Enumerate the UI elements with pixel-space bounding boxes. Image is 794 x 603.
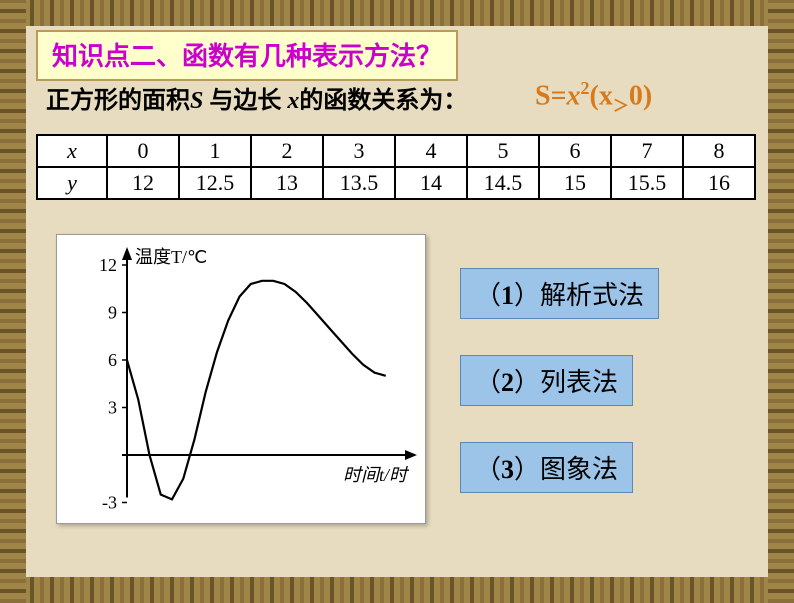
svg-text:9: 9 xyxy=(108,303,117,323)
cell: 0 xyxy=(107,135,179,167)
method-item-3: （3）图象法 xyxy=(460,442,633,493)
formula-exp: 2 xyxy=(581,78,590,98)
formula-cond-close: 0) xyxy=(629,80,652,111)
svg-text:3: 3 xyxy=(108,398,117,418)
chart-svg: -3 3 6 9 12 温度T/℃ 时间t/时 xyxy=(57,235,427,525)
method-label: 图象法 xyxy=(540,455,618,484)
cell: 16 xyxy=(683,167,755,199)
formula-cond-open: (x xyxy=(590,80,613,111)
method-item-2: （2）列表法 xyxy=(460,355,633,406)
cell: 7 xyxy=(611,135,683,167)
title-box: 知识点二、函数有几种表示方法？ xyxy=(36,30,458,81)
subtitle: 正方形的面积S 与边长 x的函数关系为： xyxy=(46,80,467,115)
temperature-chart: -3 3 6 9 12 温度T/℃ 时间t/时 xyxy=(56,234,426,524)
subtitle-S: S xyxy=(190,88,203,114)
cell: 13 xyxy=(251,167,323,199)
formula-lhs: S= xyxy=(535,80,567,111)
cell: 8 xyxy=(683,135,755,167)
svg-text:时间t/时: 时间t/时 xyxy=(343,465,410,485)
subtitle-mid: 与边长 xyxy=(203,88,287,114)
methods-list: （1）解析式法 （2）列表法 （3）图象法 xyxy=(460,268,760,529)
cell: 1 xyxy=(179,135,251,167)
table-row-x: x 0 1 2 3 4 5 6 7 8 xyxy=(37,135,755,167)
cell: 13.5 xyxy=(323,167,395,199)
subtitle-x: x xyxy=(287,88,299,114)
table-row-y: y 12 12.5 13 13.5 14 14.5 15 15.5 16 xyxy=(37,167,755,199)
row-label-x: x xyxy=(37,135,107,167)
ornament-top xyxy=(0,0,794,26)
method-label: 列表法 xyxy=(540,368,618,397)
cell: 3 xyxy=(323,135,395,167)
subtitle-suffix: 的函数关系为： xyxy=(299,88,467,114)
svg-text:6: 6 xyxy=(108,350,117,370)
cell: 5 xyxy=(467,135,539,167)
method-item-1: （1）解析式法 xyxy=(460,268,659,319)
subtitle-prefix: 正方形的面积 xyxy=(46,88,190,114)
cell: 15 xyxy=(539,167,611,199)
svg-text:温度T/℃: 温度T/℃ xyxy=(135,247,207,267)
method-num: 3 xyxy=(501,455,514,484)
cell: 2 xyxy=(251,135,323,167)
title-text: 知识点二、函数有几种表示方法？ xyxy=(52,42,442,71)
cell: 12.5 xyxy=(179,167,251,199)
method-label: 解析式法 xyxy=(540,281,644,310)
cell: 14 xyxy=(395,167,467,199)
formula-gt: ＞ xyxy=(613,98,629,115)
ornament-right xyxy=(768,0,794,603)
svg-text:-3: -3 xyxy=(102,493,117,513)
cell: 6 xyxy=(539,135,611,167)
cell: 14.5 xyxy=(467,167,539,199)
cell: 15.5 xyxy=(611,167,683,199)
ornament-bottom xyxy=(0,577,794,603)
row-label-y: y xyxy=(37,167,107,199)
formula: S=x2(x＞0) xyxy=(535,78,652,116)
method-num: 1 xyxy=(501,281,514,310)
cell: 12 xyxy=(107,167,179,199)
data-table: x 0 1 2 3 4 5 6 7 8 y 12 12.5 13 13.5 14… xyxy=(36,134,756,200)
formula-var: x xyxy=(567,80,581,111)
method-num: 2 xyxy=(501,368,514,397)
cell: 4 xyxy=(395,135,467,167)
svg-text:12: 12 xyxy=(99,255,117,275)
ornament-left xyxy=(0,0,26,603)
